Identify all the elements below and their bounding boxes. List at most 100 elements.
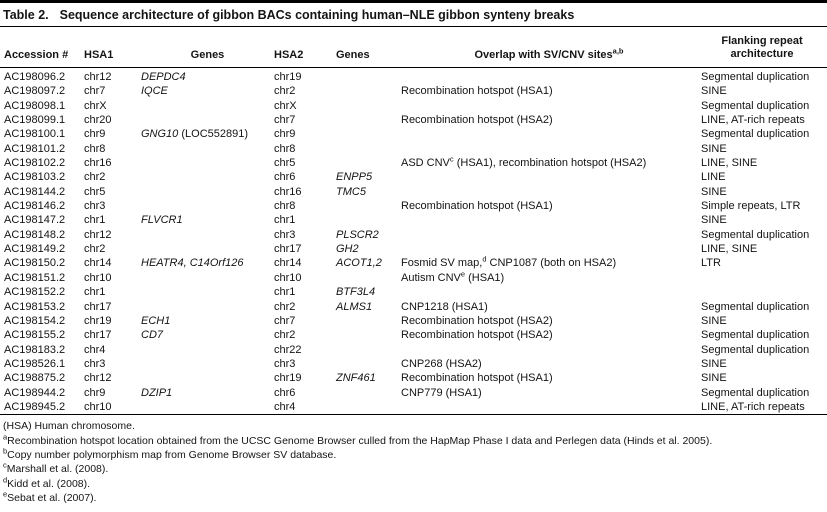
table-row: AC198875.2 chr12 chr19 ZNF461 Recombination … (0, 371, 827, 385)
genes2-cell (336, 386, 401, 400)
header-genes1: Genes (190, 49, 225, 61)
accession-cell: AC198096.2 (4, 71, 66, 83)
footer-divider (0, 414, 827, 416)
footnote-marker: a (3, 432, 8, 442)
genes2-cell (336, 113, 401, 127)
footnote-text: (HSA) Human chromosome. (3, 420, 135, 433)
hsa2-cell: chr6 (274, 386, 296, 399)
table-row: AC198526.1 chr3 chr3 CNP268 (HSA2) SINE (0, 357, 827, 371)
footnote-marker: c (3, 460, 7, 470)
hsa2-cell: chr1 (274, 286, 296, 299)
table-row: AC198149.2 chr2 chr17 GH2 LINE, SINE (0, 242, 827, 256)
table-title-text: Sequence architecture of gibbon BACs con… (59, 8, 575, 22)
overlap-cell: Recombination hotspot (HSA2) (401, 114, 553, 127)
genes1-cell (141, 271, 274, 285)
table-row: AC198944.2 chr9 DZIP1 chr6 CNP779 (HSA1) Segm… (0, 386, 827, 400)
accession-cell: AC198102.2 (4, 157, 66, 170)
overlap-cell (401, 228, 697, 242)
genes2-cell: ENPP5 (336, 171, 373, 184)
flanking-repeat-cell: LINE, AT-rich repeats (701, 114, 805, 127)
overlap-cell (401, 285, 697, 299)
flanking-repeat-cell: LINE, SINE (701, 157, 758, 170)
hsa1-cell: chr19 (84, 314, 112, 327)
footnote: eSebat et al. (2007). (3, 491, 825, 505)
header-flanking: Flanking repeat architecture (721, 35, 803, 60)
flanking-repeat-cell: Segmental duplication (701, 300, 810, 313)
genes2-cell (336, 400, 401, 414)
genes1-cell (141, 285, 274, 299)
genes2-cell (336, 142, 401, 156)
accession-cell: AC198526.1 (4, 357, 66, 370)
table-row: AC198102.2 chr16 chr5 ASD CNVc (HSA1), reco… (0, 155, 827, 170)
footnote-text: Sebat et al. (2007). (7, 492, 97, 505)
header-divider (0, 67, 827, 68)
hsa2-cell: chr6 (274, 171, 296, 184)
hsa1-cell: chr9 (84, 386, 106, 399)
hsa2-cell: chrX (274, 99, 297, 112)
hsa2-cell: chr10 (274, 271, 302, 284)
hsa2-cell: chr8 (274, 142, 296, 155)
footnote-text: Copy number polymorphism map from Genome… (7, 449, 337, 462)
hsa2-cell: chr3 (274, 228, 296, 241)
overlap-cell (401, 213, 697, 227)
header-hsa2: HSA2 (274, 49, 304, 61)
genes1-cell (141, 113, 274, 127)
genes1-cell: IQCE (141, 85, 168, 98)
genes1-cell: FLVCR1 (141, 214, 183, 227)
hsa1-cell: chr9 (84, 128, 106, 141)
overlap-cell: CNP268 (HSA2) (401, 357, 482, 370)
footnote-text: Marshall et al. (2008). (6, 463, 109, 476)
overlap-cell: Recombination hotspot (HSA2) (401, 314, 553, 327)
overlap-cell (401, 242, 697, 256)
accession-cell: AC198150.2 (4, 257, 66, 270)
hsa2-cell: chr7 (274, 314, 296, 327)
hsa1-cell: chr8 (84, 142, 106, 155)
flanking-repeat-cell: LINE (701, 171, 726, 184)
accession-cell: AC198152.2 (4, 286, 66, 299)
genes2-cell: GH2 (336, 243, 359, 256)
table-row: AC198103.2 chr2 chr6 ENPP5 LINE (0, 170, 827, 184)
genes1-cell (141, 185, 274, 199)
table-row: AC198945.2 chr10 chr4 LINE, AT-rich repeats (0, 400, 827, 414)
flanking-repeat-cell: Simple repeats, LTR (701, 200, 801, 213)
hsa2-cell: chr2 (274, 300, 296, 313)
genes2-cell: ZNF461 (336, 372, 376, 385)
hsa1-cell: chr3 (84, 357, 106, 370)
hsa1-cell: chr17 (84, 329, 112, 342)
genes2-cell: TMC5 (336, 185, 366, 198)
footnote: dKidd et al. (2008). (3, 476, 825, 491)
accession-cell: AC198098.1 (4, 99, 66, 112)
overlap-cell: Fosmid SV map,d CNP1087 (both on HSA2) (401, 254, 617, 270)
table-row: AC198154.2 chr19 ECH1 chr7 Recombination hot… (0, 314, 827, 328)
accession-cell: AC198099.1 (4, 114, 66, 127)
overlap-cell: Recombination hotspot (HSA2) (401, 329, 553, 342)
hsa1-cell: chr20 (84, 114, 112, 127)
genes1-cell: DZIP1 (141, 386, 173, 399)
hsa2-cell: chr16 (274, 185, 302, 198)
table-row: AC198097.2 chr7 IQCE chr2 Recombination hots… (0, 84, 827, 98)
table-caption: Table 2. Sequence architecture of gibbon … (0, 3, 827, 26)
header-hsa1: HSA1 (84, 49, 114, 61)
accession-cell: AC198101.2 (4, 142, 66, 155)
hsa1-cell: chr17 (84, 300, 112, 313)
table-row: AC198096.2 chr12 DEPDC4 chr19 Segmental dupl… (0, 70, 827, 84)
overlap-cell (401, 99, 697, 113)
footnote: (HSA) Human chromosome. (3, 419, 825, 433)
flanking-repeat-cell: Segmental duplication (701, 128, 810, 141)
hsa2-cell: chr8 (274, 200, 296, 213)
overlap-cell: Recombination hotspot (HSA1) (401, 372, 553, 385)
accession-cell: AC198183.2 (4, 343, 66, 356)
genes1-cell: CD7 (141, 329, 164, 342)
genes2-cell (336, 357, 401, 371)
flanking-repeat-cell: SINE (701, 142, 727, 155)
flanking-repeat-cell (697, 285, 827, 299)
overlap-cell (401, 142, 697, 156)
hsa1-cell: chr3 (84, 200, 106, 213)
table-row: AC198155.2 chr17 CD7 chr2 Recombination hots… (0, 328, 827, 342)
genes1-cell (141, 400, 274, 414)
hsa2-cell: chr5 (274, 157, 296, 170)
footnote-text: Recombination hotspot location obtained … (7, 434, 713, 447)
genes2-cell (336, 199, 401, 213)
genes1-cell (141, 343, 274, 357)
